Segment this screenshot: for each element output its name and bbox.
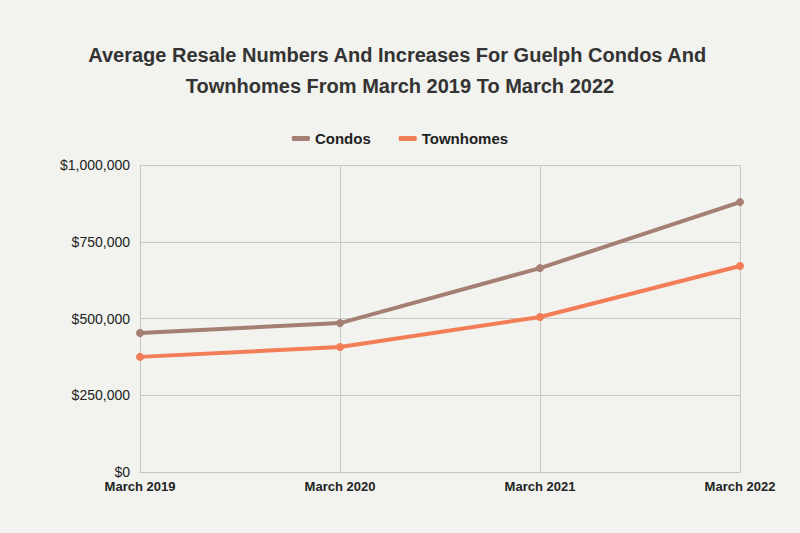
svg-text:Condos: Condos (315, 130, 371, 147)
svg-text:$1,000,000: $1,000,000 (60, 157, 130, 173)
svg-text:$750,000: $750,000 (72, 234, 131, 250)
svg-text:$500,000: $500,000 (72, 311, 131, 327)
svg-text:$250,000: $250,000 (72, 387, 131, 403)
svg-text:March 2022: March 2022 (705, 479, 776, 494)
svg-text:Average Resale Numbers And Inc: Average Resale Numbers And Increases For… (88, 44, 712, 66)
svg-text:March 2019: March 2019 (105, 479, 176, 494)
svg-text:March 2021: March 2021 (505, 479, 576, 494)
svg-text:Townhomes From March 2019 To M: Townhomes From March 2019 To March 2022 (186, 75, 614, 97)
svg-text:Townhomes: Townhomes (422, 130, 508, 147)
svg-text:$0: $0 (114, 464, 130, 480)
svg-text:March 2020: March 2020 (305, 479, 376, 494)
